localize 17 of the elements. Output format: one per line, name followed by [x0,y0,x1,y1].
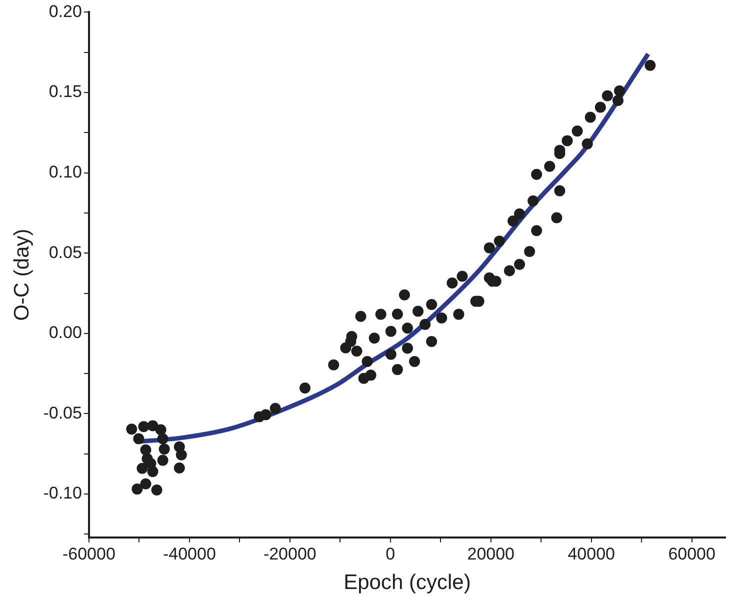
x-tick-label: 20000 [467,544,515,564]
y-tick-label: 0.20 [48,2,82,21]
y-axis-title: O-C (day) [10,228,34,321]
x-tick-label: 40000 [568,544,615,564]
x-tick-label: -20000 [263,544,316,564]
x-tick-label: 60000 [668,544,716,564]
y-tick-label: 0.00 [48,323,82,342]
x-axis-title: Epoch (cycle) [344,571,471,594]
y-tick-label: -0.05 [43,403,82,422]
x-tick-label: -60000 [62,544,116,564]
y-tick-label: 0.15 [48,82,82,102]
y-tick-label: 0.10 [48,162,82,182]
line-series [133,52,650,444]
x-tick-label: 0 [386,544,396,564]
y-tick-label: -0.10 [43,484,82,503]
y-tick-label: 0.05 [48,242,82,262]
x-tick-label: -40000 [162,544,216,564]
